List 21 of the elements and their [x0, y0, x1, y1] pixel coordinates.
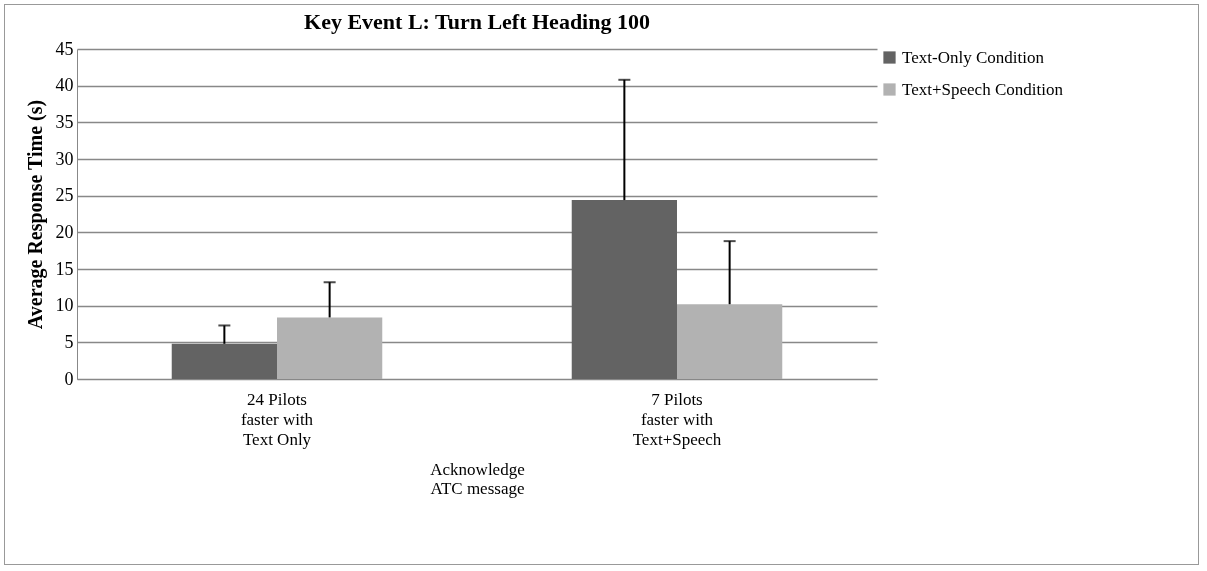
bar — [277, 317, 383, 379]
legend-label: Text-Only Condition — [902, 47, 1045, 67]
y-tick-label: 15 — [55, 258, 74, 279]
legend-label: Text+Speech Condition — [902, 79, 1064, 99]
y-tick-label: 5 — [64, 331, 74, 352]
y-tick-label: 0 — [64, 368, 74, 389]
chart-title: Key Event L: Turn Left Heading 100 — [304, 9, 650, 34]
x-tick-label: 7 Pilots faster with Text+Speech — [632, 389, 722, 449]
bar — [171, 343, 277, 379]
x-tick-label: 24 Pilots faster with Text Only — [240, 389, 314, 449]
y-axis-title: Average Response Time (s) — [23, 99, 47, 330]
bar — [571, 200, 677, 379]
y-tick-label: 40 — [55, 75, 74, 96]
y-tick-label: 20 — [55, 221, 74, 242]
y-tick-label: 35 — [55, 111, 74, 132]
y-tick-label: 30 — [55, 148, 74, 169]
bar — [677, 304, 783, 379]
y-tick-label: 10 — [55, 295, 74, 316]
y-tick-label: 25 — [55, 185, 74, 206]
x-axis-title: Acknowledge ATC message — [430, 459, 525, 498]
y-tick-label: 45 — [55, 38, 74, 59]
